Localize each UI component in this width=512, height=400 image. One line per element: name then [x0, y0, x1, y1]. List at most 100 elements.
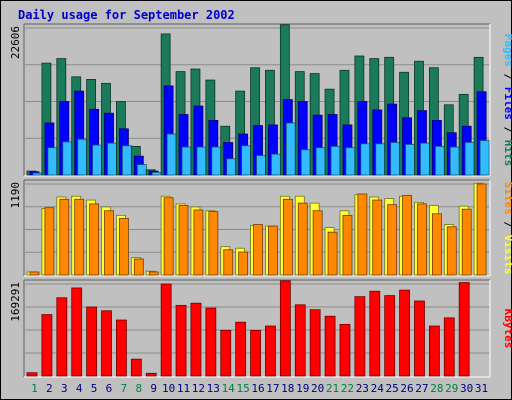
- panel-hits-files-pages: 22606 Pages / Files / Hits: [9, 23, 512, 177]
- x-tick-label-29: 29: [445, 382, 458, 395]
- bar-pages-day-11: [181, 146, 192, 176]
- x-tick-label-13: 13: [207, 382, 220, 395]
- bar-pages-day-16: [256, 155, 266, 176]
- bar-pages-day-15: [241, 145, 252, 176]
- bar-kbytes-day-23: [354, 296, 366, 377]
- bar-sites-day-3: [59, 198, 70, 276]
- bar-sites-day-6: [104, 210, 114, 276]
- y-axis-label: KBytes: [502, 309, 512, 349]
- x-tick-label-14: 14: [222, 382, 236, 395]
- bar-pages-day-5: [92, 144, 103, 176]
- x-tick-label-22: 22: [341, 382, 354, 395]
- bar-kbytes-day-26: [399, 289, 410, 377]
- bar-sites-day-19: [297, 202, 308, 276]
- bar-kbytes-day-27: [414, 300, 425, 377]
- bar-pages-day-29: [449, 146, 460, 176]
- x-tick-label-23: 23: [356, 382, 369, 395]
- bar-sites-day-2: [44, 207, 55, 276]
- bar-pages-day-25: [390, 142, 401, 176]
- bar-kbytes-day-15: [235, 321, 247, 377]
- bar-sites-day-11: [178, 205, 189, 276]
- bar-pages-day-22: [345, 147, 356, 176]
- x-tick-label-25: 25: [386, 382, 399, 395]
- bar-kbytes-day-11: [175, 304, 187, 377]
- bar-sites-day-4: [74, 198, 85, 276]
- y-axis-label: Pages / Files / Hits: [502, 34, 512, 167]
- x-tick-label-12: 12: [192, 382, 205, 395]
- bar-sites-day-9: [148, 271, 159, 276]
- bar-kbytes-day-2: [41, 314, 53, 377]
- bar-pages-day-7: [122, 145, 132, 176]
- x-tick-label-21: 21: [326, 382, 339, 395]
- y-axis-label-part: KBytes: [502, 309, 512, 349]
- bar-kbytes-day-24: [369, 290, 381, 377]
- bar-pages-day-31: [479, 140, 490, 176]
- bar-kbytes-day-20: [309, 309, 321, 377]
- y-max-label: 22606: [9, 26, 22, 59]
- bar-pages-day-24: [375, 143, 386, 176]
- x-tick-label-11: 11: [177, 382, 190, 395]
- x-tick-label-30: 30: [460, 382, 473, 395]
- bar-kbytes-day-21: [324, 315, 336, 377]
- y-axis-label-part: Pages: [502, 34, 512, 67]
- bar-kbytes-day-7: [116, 319, 127, 377]
- bar-kbytes-day-28: [428, 325, 440, 377]
- panel-kbytes: 169291 KBytes: [9, 279, 512, 378]
- bar-sites-day-29: [446, 226, 457, 276]
- x-tick-label-10: 10: [162, 382, 175, 395]
- x-tick-label-4: 4: [76, 382, 83, 395]
- bar-sites-day-12: [193, 209, 204, 276]
- chart-title: Daily usage for September 2002: [18, 8, 235, 22]
- y-max-label: 1190: [9, 182, 22, 209]
- bar-kbytes-day-5: [86, 306, 98, 377]
- bar-pages-day-1: [32, 172, 43, 176]
- bar-sites-day-15: [238, 251, 249, 276]
- bar-pages-day-6: [107, 142, 117, 176]
- bar-kbytes-day-8: [130, 358, 142, 377]
- x-tick-label-19: 19: [296, 382, 309, 395]
- bar-kbytes-day-4: [71, 287, 83, 377]
- x-tick-label-15: 15: [236, 382, 249, 395]
- x-axis-labels: 1 2 3 4 5 6 7 8 9 10 11 12 13 14 15 16 17 18 19 20 21 22 23 24 2…: [31, 382, 488, 395]
- x-tick-label-17: 17: [266, 382, 279, 395]
- x-tick-label-9: 9: [150, 382, 157, 395]
- bar-kbytes-day-10: [160, 283, 172, 377]
- bar-kbytes-day-18: [279, 280, 291, 377]
- panel-visits-sites: 1190 Sites / Visits: [9, 179, 512, 277]
- bar-kbytes-day-12: [190, 302, 202, 377]
- bar-kbytes-day-13: [205, 307, 217, 377]
- bar-sites-day-8: [133, 258, 144, 276]
- bar-pages-day-12: [196, 146, 207, 176]
- bar-pages-day-26: [405, 144, 415, 176]
- bar-pages-day-3: [62, 141, 73, 176]
- bar-pages-day-8: [136, 164, 147, 176]
- bar-pages-day-19: [300, 149, 311, 176]
- bar-sites-day-18: [282, 198, 293, 276]
- bar-kbytes-day-6: [101, 310, 112, 377]
- bar-sites-day-21: [327, 231, 338, 276]
- x-tick-label-2: 2: [46, 382, 53, 395]
- bar-sites-day-13: [208, 211, 219, 276]
- x-tick-label-28: 28: [430, 382, 443, 395]
- bar-sites-day-5: [89, 203, 100, 276]
- x-tick-label-26: 26: [400, 382, 413, 395]
- bar-sites-day-28: [431, 213, 442, 276]
- x-tick-label-3: 3: [61, 382, 68, 395]
- bar-pages-day-2: [47, 147, 58, 176]
- x-tick-label-7: 7: [121, 382, 128, 395]
- bar-sites-day-25: [387, 204, 398, 276]
- x-tick-label-1: 1: [31, 382, 38, 395]
- bar-sites-day-23: [357, 193, 368, 276]
- x-tick-label-6: 6: [106, 382, 113, 395]
- bar-sites-day-17: [268, 225, 278, 276]
- bar-pages-day-13: [211, 146, 222, 176]
- bar-kbytes-day-1: [26, 372, 38, 377]
- bar-pages-day-9: [151, 171, 162, 176]
- x-tick-label-27: 27: [415, 382, 428, 395]
- bar-pages-day-20: [315, 147, 326, 176]
- bar-pages-day-14: [226, 158, 237, 176]
- y-axis-label-part: Sites: [502, 182, 512, 215]
- bar-kbytes-day-3: [56, 297, 68, 377]
- x-tick-label-8: 8: [135, 382, 142, 395]
